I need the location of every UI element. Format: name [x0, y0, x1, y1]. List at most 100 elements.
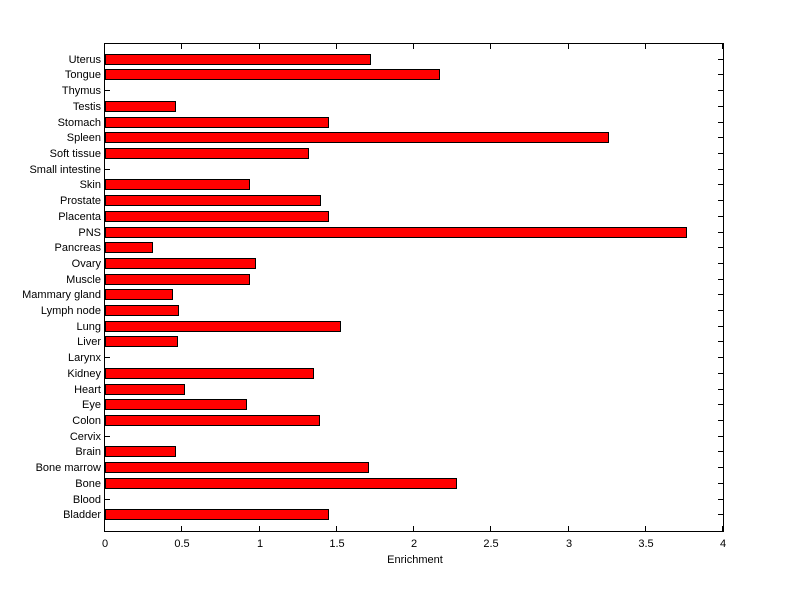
- y-tick-right: [718, 404, 723, 405]
- y-label-mammary-gland: Mammary gland: [22, 289, 101, 301]
- bar-colon: [105, 415, 320, 426]
- y-tick-right: [718, 137, 723, 138]
- y-tick-right: [718, 294, 723, 295]
- x-tick-top: [413, 44, 414, 49]
- y-tick-left: [105, 169, 110, 170]
- y-tick-right: [718, 436, 723, 437]
- bar-muscle: [105, 274, 250, 285]
- x-tick-label-2: 2: [410, 538, 418, 550]
- x-tick-label-1: 1: [256, 538, 264, 550]
- x-tick-bottom: [645, 526, 646, 531]
- y-label-soft-tissue: Soft tissue: [49, 148, 101, 160]
- bar-pancreas: [105, 242, 153, 253]
- y-label-lung: Lung: [76, 321, 101, 333]
- y-tick-right: [718, 106, 723, 107]
- y-tick-left: [105, 357, 110, 358]
- y-label-blood: Blood: [72, 494, 101, 506]
- y-label-cervix: Cervix: [69, 431, 101, 443]
- y-label-placenta: Placenta: [58, 211, 101, 223]
- bar-mammary-gland: [105, 289, 173, 300]
- y-label-brain: Brain: [75, 446, 101, 458]
- y-tick-right: [718, 153, 723, 154]
- bar-bone: [105, 478, 457, 489]
- bar-bone-marrow: [105, 462, 369, 473]
- bar-kidney: [105, 368, 314, 379]
- bar-eye: [105, 399, 247, 410]
- x-tick-bottom: [259, 526, 260, 531]
- y-tick-right: [718, 184, 723, 185]
- y-label-uterus: Uterus: [68, 54, 101, 66]
- y-tick-right: [718, 341, 723, 342]
- x-tick-bottom: [181, 526, 182, 531]
- y-label-spleen: Spleen: [66, 132, 101, 144]
- x-tick-bottom: [336, 526, 337, 531]
- y-tick-right: [718, 169, 723, 170]
- x-tick-top: [645, 44, 646, 49]
- y-label-prostate: Prostate: [60, 195, 101, 207]
- y-tick-right: [718, 216, 723, 217]
- y-tick-right: [718, 389, 723, 390]
- bar-prostate: [105, 195, 321, 206]
- x-tick-top: [336, 44, 337, 49]
- x-tick-bottom: [490, 526, 491, 531]
- y-tick-right: [718, 373, 723, 374]
- y-label-liver: Liver: [77, 336, 101, 348]
- y-tick-right: [718, 200, 723, 201]
- bar-lymph-node: [105, 305, 179, 316]
- y-label-bladder: Bladder: [63, 509, 101, 521]
- x-tick-label-4: 4: [719, 538, 727, 550]
- y-tick-right: [718, 263, 723, 264]
- y-tick-right: [718, 467, 723, 468]
- y-tick-right: [718, 90, 723, 91]
- y-label-muscle: Muscle: [66, 274, 101, 286]
- y-tick-right: [718, 232, 723, 233]
- y-tick-right: [718, 326, 723, 327]
- bar-spleen: [105, 132, 609, 143]
- bar-ovary: [105, 258, 256, 269]
- y-label-thymus: Thymus: [61, 85, 101, 97]
- bar-soft-tissue: [105, 148, 309, 159]
- bar-tongue: [105, 69, 440, 80]
- x-tick-bottom: [104, 526, 105, 531]
- y-label-small-intestine: Small intestine: [29, 164, 101, 176]
- x-tick-bottom: [722, 526, 723, 531]
- y-label-eye: Eye: [82, 399, 101, 411]
- y-label-heart: Heart: [74, 384, 101, 396]
- y-label-ovary: Ovary: [71, 258, 101, 270]
- y-label-bone: Bone: [75, 478, 101, 490]
- x-tick-label-2.5: 2.5: [483, 538, 499, 550]
- y-tick-right: [718, 279, 723, 280]
- bar-heart: [105, 384, 185, 395]
- x-tick-bottom: [413, 526, 414, 531]
- y-tick-right: [718, 247, 723, 248]
- y-label-testis: Testis: [72, 101, 101, 113]
- bar-testis: [105, 101, 176, 112]
- x-tick-top: [490, 44, 491, 49]
- x-tick-label-0: 0: [101, 538, 109, 550]
- y-tick-right: [718, 74, 723, 75]
- bar-placenta: [105, 211, 329, 222]
- x-tick-label-3.5: 3.5: [638, 538, 654, 550]
- y-label-lymph-node: Lymph node: [40, 305, 101, 317]
- x-tick-top: [104, 44, 105, 49]
- y-label-larynx: Larynx: [67, 352, 101, 364]
- bar-skin: [105, 179, 250, 190]
- y-tick-left: [105, 436, 110, 437]
- y-tick-right: [718, 59, 723, 60]
- x-tick-bottom: [568, 526, 569, 531]
- y-label-bone-marrow: Bone marrow: [35, 462, 101, 474]
- y-tick-right: [718, 310, 723, 311]
- x-tick-top: [722, 44, 723, 49]
- y-tick-right: [718, 357, 723, 358]
- y-tick-right: [718, 451, 723, 452]
- bar-pns: [105, 227, 687, 238]
- bar-brain: [105, 446, 176, 457]
- y-tick-right: [718, 420, 723, 421]
- y-tick-right: [718, 122, 723, 123]
- x-tick-top: [181, 44, 182, 49]
- x-tick-top: [259, 44, 260, 49]
- x-tick-label-3: 3: [565, 538, 573, 550]
- y-tick-right: [718, 514, 723, 515]
- y-label-tongue: Tongue: [64, 69, 101, 81]
- plot-area: [104, 43, 724, 532]
